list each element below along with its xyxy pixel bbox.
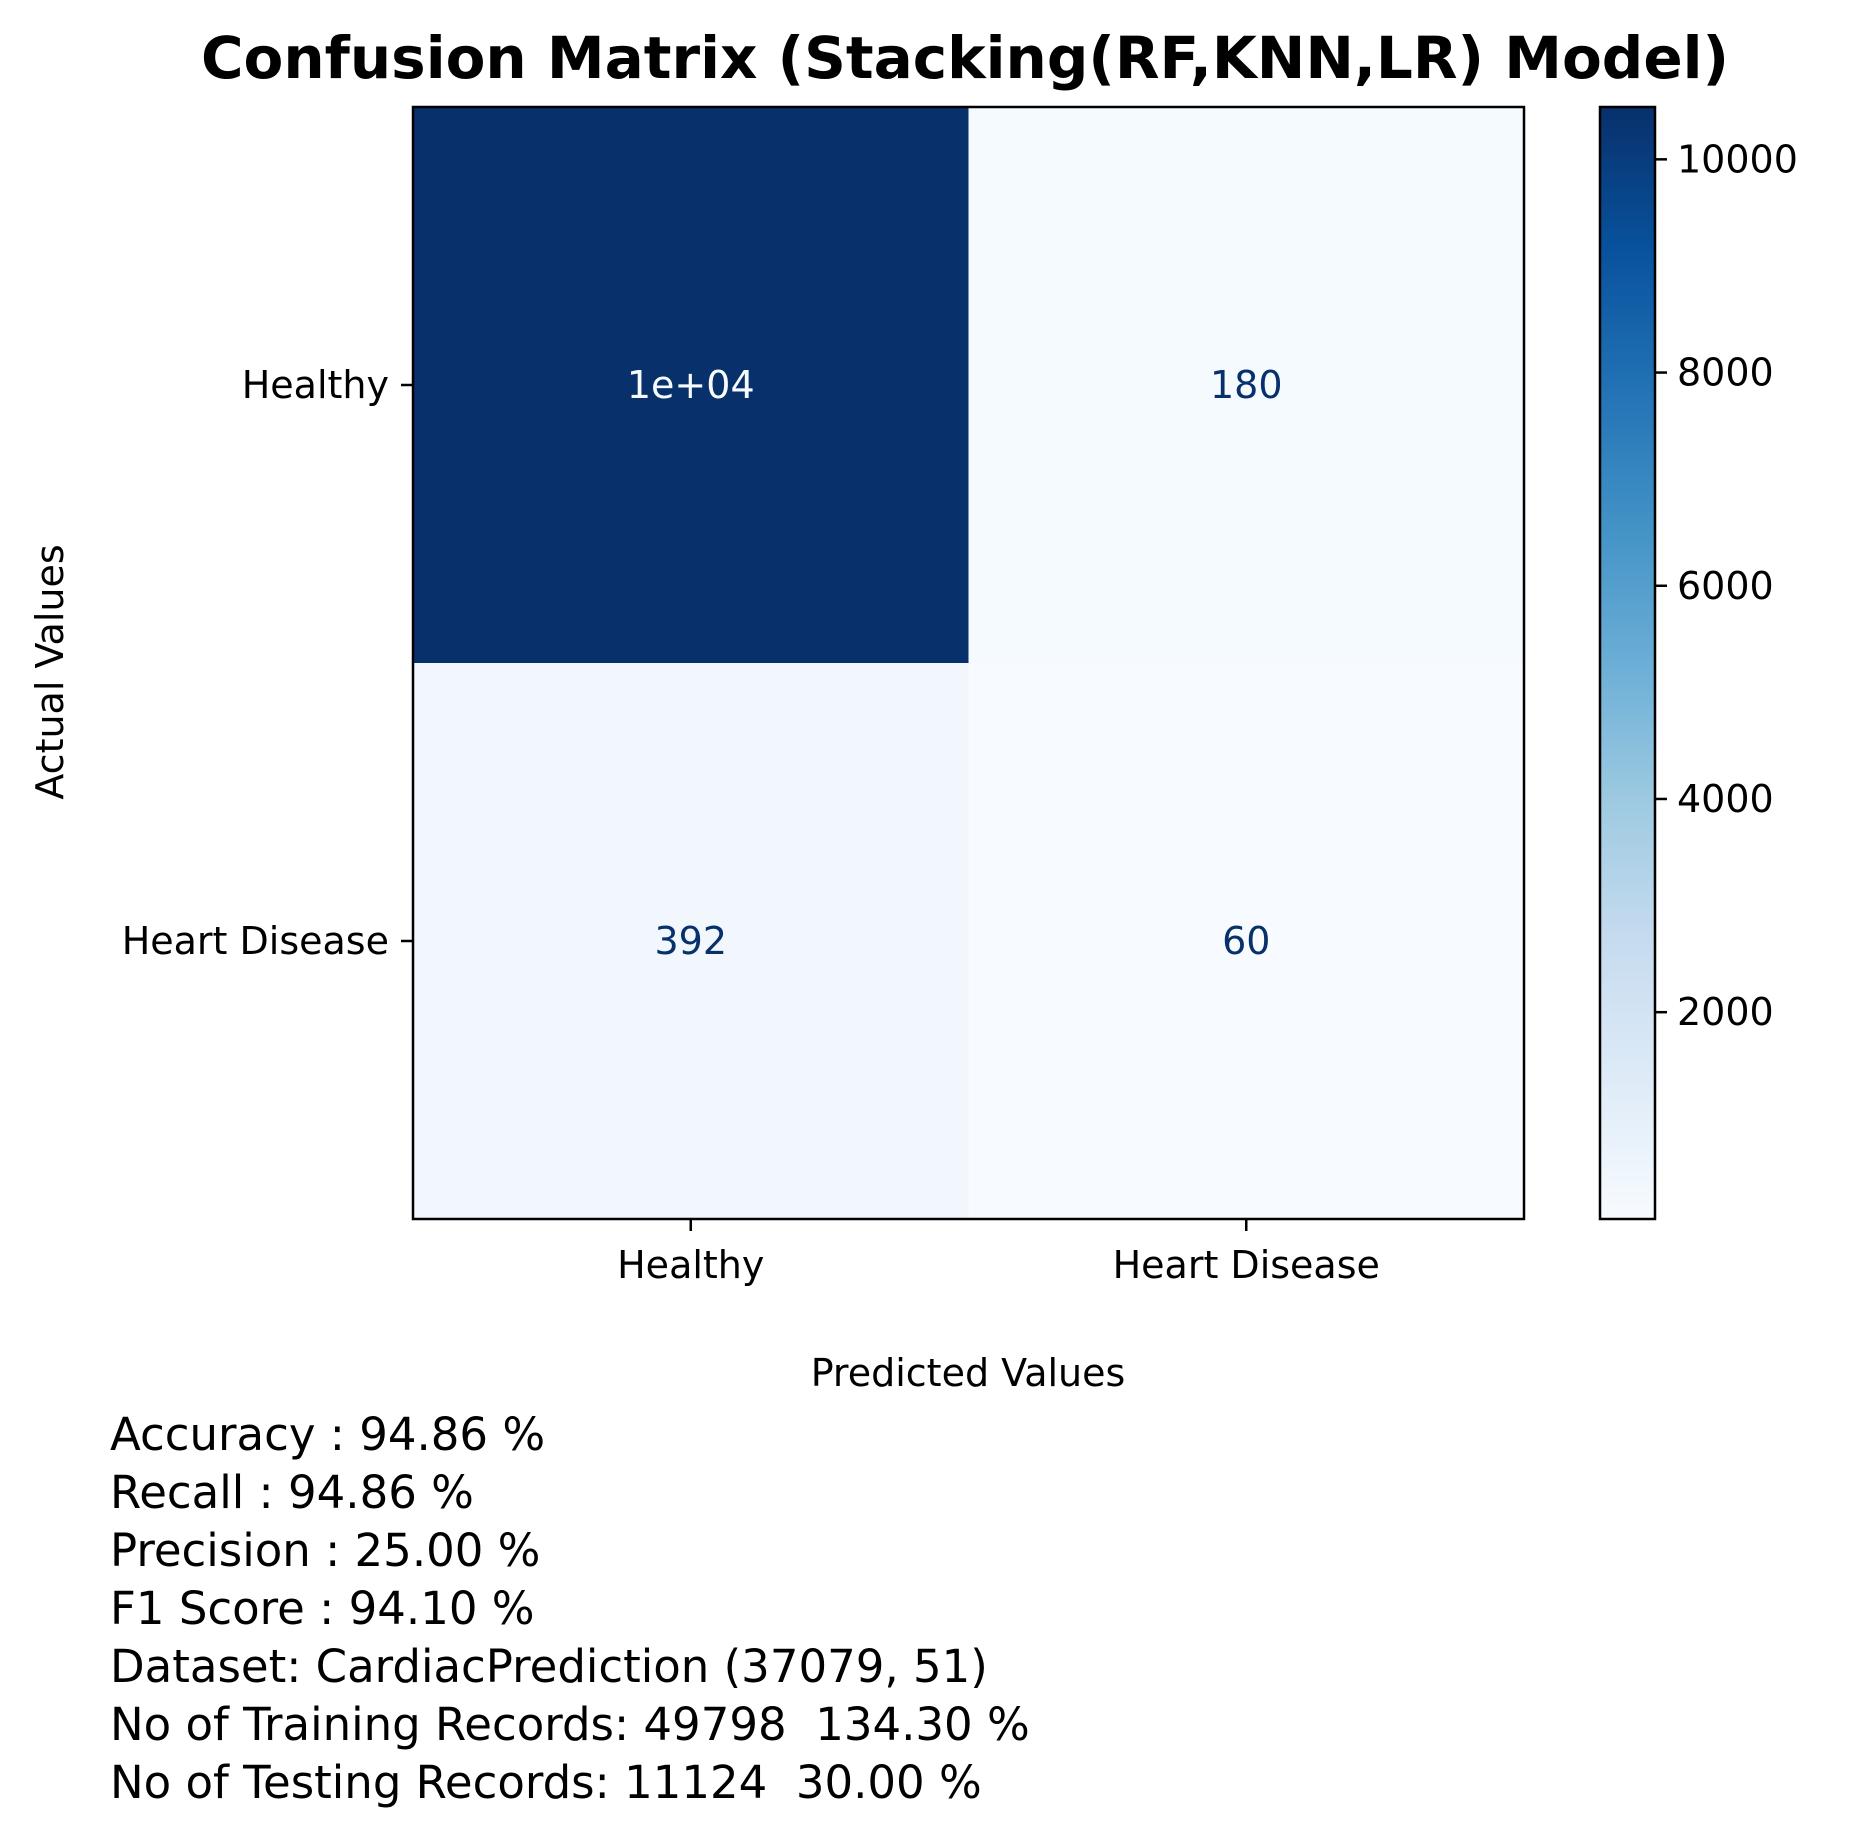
- matrix-cell: [968, 107, 1525, 664]
- chart-title: Confusion Matrix (Stacking(RF,KNN,LR) Mo…: [201, 24, 1729, 92]
- x-axis-ticks: Healthy Heart Disease: [617, 1219, 1380, 1287]
- colorbar-tick-label: 4000: [1677, 777, 1774, 821]
- plot-frame: [411, 105, 1526, 1221]
- recall-text: Recall : 94.86 %: [110, 1466, 474, 1519]
- f1-score-text: F1 Score : 94.10 %: [110, 1582, 535, 1635]
- accuracy-text: Accuracy : 94.86 %: [110, 1408, 546, 1461]
- y-axis-label: Actual Values: [28, 544, 72, 799]
- cell-value-label: 180: [1210, 363, 1283, 407]
- y-tick-label: Healthy: [242, 363, 389, 407]
- cell-value-label: 392: [654, 919, 727, 963]
- x-tick-label: Healthy: [617, 1243, 764, 1287]
- testing-records-text: No of Testing Records: 11124 30.00 %: [110, 1756, 982, 1809]
- x-axis-label: Predicted Values: [811, 1351, 1126, 1395]
- y-axis-ticks: Healthy Heart Disease: [122, 363, 413, 963]
- metrics-summary: Accuracy : 94.86 % Recall : 94.86 % Prec…: [110, 1406, 1030, 1812]
- matrix-cell: [413, 107, 969, 664]
- matrix-cell: [413, 663, 969, 1220]
- colorbar-ticks: 2000 4000 6000 8000 10000: [1655, 137, 1798, 1034]
- colorbar: [1598, 105, 1657, 1221]
- colorbar-tick-label: 2000: [1677, 990, 1774, 1034]
- colorbar-tick-label: 10000: [1677, 137, 1798, 181]
- matrix-cells: 1e+04 180 392 60: [413, 107, 1525, 1220]
- colorbar-tick-label: 8000: [1677, 351, 1774, 395]
- matrix-cell: [968, 663, 1525, 1220]
- y-tick-label: Heart Disease: [122, 919, 389, 963]
- dataset-text: Dataset: CardiacPrediction (37079, 51): [110, 1640, 988, 1693]
- colorbar-tick-label: 6000: [1677, 564, 1774, 608]
- x-tick-label: Heart Disease: [1113, 1243, 1380, 1287]
- training-records-text: No of Training Records: 49798 134.30 %: [110, 1698, 1030, 1751]
- cell-value-label: 1e+04: [627, 363, 755, 407]
- precision-text: Precision : 25.00 %: [110, 1524, 541, 1577]
- cell-value-label: 60: [1222, 919, 1270, 963]
